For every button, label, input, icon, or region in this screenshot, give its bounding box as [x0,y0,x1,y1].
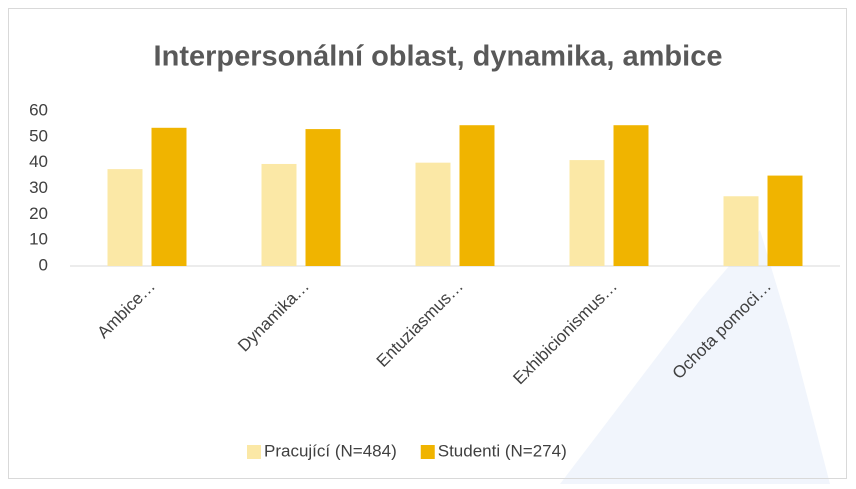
legend-label: Pracující (N=484) [264,441,397,460]
bar [151,127,187,267]
bar [305,129,341,266]
legend-swatch [247,445,261,459]
bar [613,125,649,266]
y-tick-label: 20 [29,204,48,223]
bar [723,196,759,266]
legend-swatch [420,445,435,459]
legend-label: Studenti (N=274) [438,441,567,460]
chart-border [8,8,847,479]
y-tick-label: 10 [29,230,48,249]
bar [415,162,451,266]
y-tick-label: 40 [29,152,48,171]
y-tick-label: 30 [29,178,48,197]
bar [261,163,297,266]
bar [569,160,605,266]
bar [459,125,495,266]
y-tick-label: 60 [29,100,48,119]
y-tick-label: 50 [29,126,48,145]
bar [107,169,143,266]
chart-title: Interpersonální oblast, dynamika, ambice [154,41,723,73]
y-tick-label: 0 [39,255,48,274]
decoration [560,230,830,484]
bar [767,175,803,266]
